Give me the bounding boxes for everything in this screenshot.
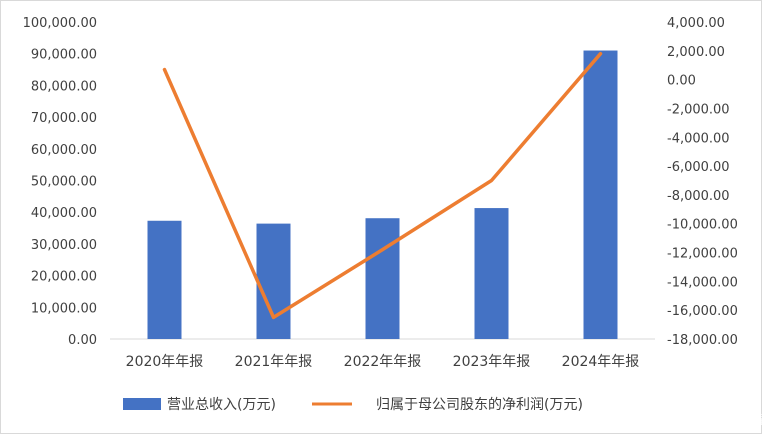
legend: 营业总收入(万元) 归属于母公司股东的净利润(万元): [123, 396, 583, 413]
right-axis-tick-label: -12,000.00: [667, 247, 738, 262]
right-axis-tick-label: -6,000.00: [667, 160, 730, 175]
category-label: 2021年年报: [235, 354, 313, 370]
right-axis-tick-label: 2,000.00: [667, 45, 725, 60]
net-profit-line: [162, 51, 603, 320]
right-axis-tick-label: -18,000.00: [667, 333, 738, 348]
left-axis-ticks: 0.00 10,000.00 20,000.00 30,000.00 40,000.00…: [23, 16, 97, 348]
left-axis-tick-label: 10,000.00: [31, 301, 97, 316]
left-axis-tick-label: 80,000.00: [31, 79, 97, 94]
right-axis-tick-label: 0.00: [667, 74, 696, 89]
right-axis-ticks: -18,000.00 -16,000.00 -14,000.00 -12,000.00…: [667, 16, 738, 348]
right-axis-tick-label: -2,000.00: [667, 102, 730, 117]
right-axis-tick-label: -16,000.00: [667, 304, 738, 319]
revenue-bar: [583, 50, 618, 339]
revenue-bars: [147, 50, 618, 339]
revenue-bar: [365, 218, 400, 339]
right-axis-tick-label: -10,000.00: [667, 218, 738, 233]
right-axis-tick-label: -8,000.00: [667, 189, 730, 204]
left-axis-tick-label: 20,000.00: [31, 270, 97, 285]
left-axis-tick-label: 30,000.00: [31, 238, 97, 253]
revenue-bar: [474, 208, 509, 339]
category-label: 2022年年报: [344, 354, 422, 370]
left-axis-tick-label: 70,000.00: [31, 111, 97, 126]
left-axis-tick-label: 40,000.00: [31, 206, 97, 221]
category-label: 2020年年报: [126, 354, 204, 370]
revenue-bar: [147, 220, 182, 339]
legend-label-net-profit: 归属于母公司股东的净利润(万元): [376, 396, 583, 413]
revenue-bar: [256, 223, 291, 339]
legend-swatch-revenue: [123, 398, 161, 410]
left-axis-tick-label: 0.00: [68, 333, 97, 348]
legend-label-revenue: 营业总收入(万元): [167, 397, 276, 413]
left-axis-tick-label: 60,000.00: [31, 143, 97, 158]
left-axis-tick-label: 100,000.00: [23, 16, 97, 31]
left-axis-tick-label: 50,000.00: [31, 175, 97, 190]
right-axis-tick-label: 4,000.00: [667, 16, 725, 31]
category-label: 2023年年报: [453, 354, 531, 370]
left-axis-tick-label: 90,000.00: [31, 48, 97, 63]
watermark-text: @搜狐号 | 诗与星空: [672, 412, 762, 427]
net-profit-line-path: [162, 51, 603, 320]
category-labels: 2020年年报 2021年年报 2022年年报 2023年年报 2024年年报: [126, 354, 640, 370]
right-axis-tick-label: -14,000.00: [667, 275, 738, 290]
category-label: 2024年年报: [562, 354, 640, 370]
right-axis-tick-label: -4,000.00: [667, 131, 730, 146]
